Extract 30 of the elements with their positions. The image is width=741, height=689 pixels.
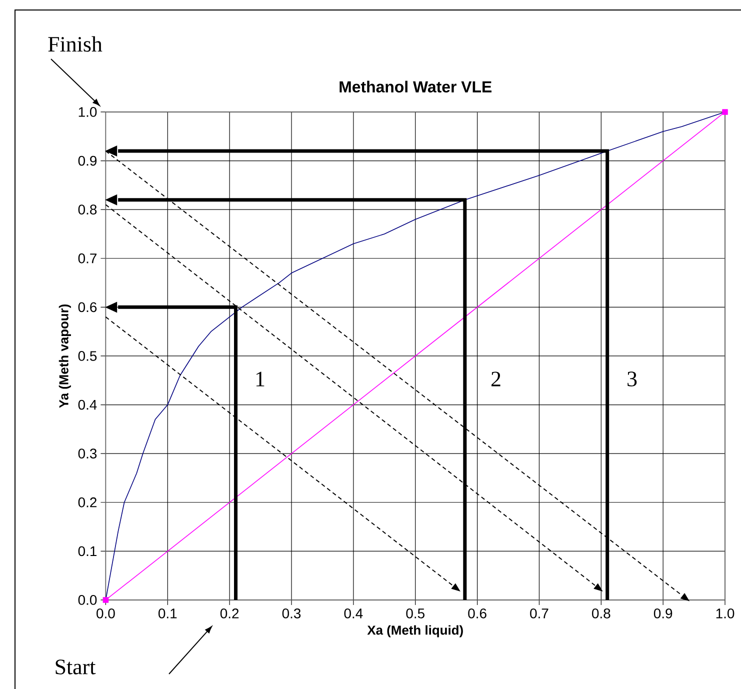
y-tick-label: 1.0: [78, 107, 97, 117]
y-tick-label: 0.5: [78, 351, 97, 361]
annotation: 1: [256, 372, 264, 386]
y-tick-label: 0.9: [78, 156, 97, 166]
annotation: 2: [491, 372, 500, 386]
y-tick-label: 0.1: [78, 546, 97, 556]
x-axis-title: Xa (Meth liquid): [367, 625, 463, 638]
y-tick-label: 0.7: [78, 253, 96, 264]
x-tick-label: 0.1: [158, 608, 177, 618]
y-tick-label: 0.0: [78, 595, 97, 605]
text: Finish: [48, 36, 102, 52]
x-tick-label: 0.5: [406, 608, 424, 618]
x-tick-label: 1.0: [716, 608, 734, 618]
text: Start: [56, 660, 96, 674]
y-tick-label: 0.2: [78, 497, 96, 508]
x-tick-label: 0.0: [96, 608, 115, 618]
x-tick-label: 0.8: [592, 608, 610, 618]
x-tick-label: 0.3: [282, 608, 301, 618]
x-tick-label: 0.6: [468, 608, 486, 618]
chart-title: Methanol Water VLE: [340, 80, 492, 92]
y-tick-label: 0.6: [78, 302, 97, 312]
x-tick-label: 0.7: [530, 608, 548, 618]
y-tick-label: 0.8: [78, 204, 97, 215]
y-axis-title: Ya (Meth vapour): [58, 304, 71, 408]
annotation: 3: [628, 372, 637, 386]
x-tick-label: 0.2: [220, 608, 239, 618]
x-tick-label: 0.4: [344, 608, 363, 618]
y-tick-label: 0.4: [78, 400, 97, 410]
x-tick-label: 0.9: [654, 608, 672, 618]
y-tick-label: 0.3: [78, 448, 97, 459]
